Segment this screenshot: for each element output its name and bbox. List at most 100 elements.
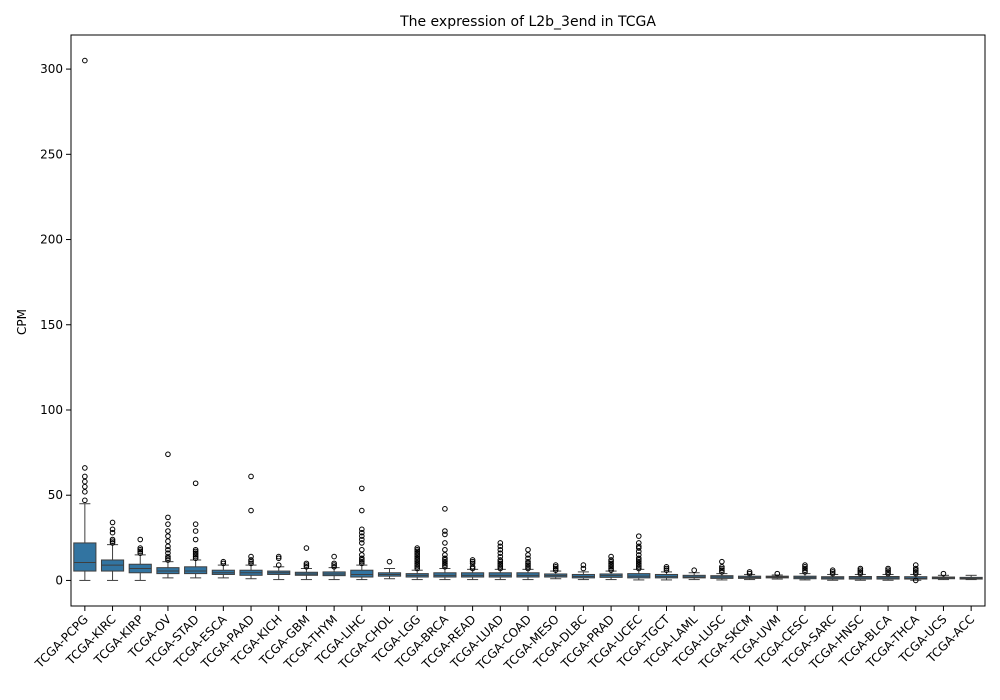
box-group <box>765 570 789 580</box>
outlier-point <box>719 558 725 565</box>
outlier-point <box>885 565 891 572</box>
outlier-point <box>137 536 144 543</box>
box-group <box>737 569 762 581</box>
box-group <box>959 574 983 581</box>
outlier-point <box>635 548 642 555</box>
outlier-point <box>469 563 476 570</box>
y-axis-label: CPM <box>15 309 29 335</box>
outlier-point <box>580 565 587 572</box>
outlier-point <box>248 558 254 565</box>
outlier-point <box>82 489 88 495</box>
outlier-point <box>303 562 310 568</box>
outlier-point <box>497 562 504 568</box>
outlier-point <box>359 485 365 492</box>
outlier-point <box>414 562 421 568</box>
outlier-point <box>192 546 199 553</box>
outlier-point <box>192 521 199 527</box>
outlier-point <box>248 560 254 567</box>
outlier-point <box>497 558 504 565</box>
box-group <box>405 545 429 581</box>
outlier-point <box>525 555 531 562</box>
outlier-point <box>497 553 504 560</box>
outlier-point <box>525 563 531 570</box>
outlier-point <box>442 552 448 558</box>
outlier-point <box>192 550 199 556</box>
outlier-point <box>525 552 531 558</box>
outlier-point <box>497 565 504 572</box>
outlier-point <box>525 560 531 567</box>
outlier-point <box>525 558 531 565</box>
outlier-point <box>165 521 171 527</box>
outlier-point <box>331 553 337 560</box>
outlier-point <box>414 553 421 560</box>
box-group <box>627 533 651 581</box>
outlier-point <box>359 533 365 539</box>
box-group <box>488 540 512 581</box>
outlier-point <box>497 560 504 567</box>
outlier-point <box>109 526 116 533</box>
outlier-point <box>857 569 864 575</box>
outlier-point <box>165 553 171 560</box>
outlier-point <box>331 562 337 568</box>
outlier-point <box>635 533 642 539</box>
box-group <box>793 562 817 581</box>
outlier-point <box>442 540 448 546</box>
outlier-point <box>552 562 559 568</box>
outlier-point <box>635 543 642 550</box>
box-group <box>322 553 346 581</box>
outlier-point <box>442 560 448 567</box>
plot-frame <box>70 34 986 607</box>
box <box>73 542 97 572</box>
outlier-point <box>885 567 891 574</box>
outlier-point <box>912 569 919 575</box>
outlier-point <box>469 560 476 567</box>
outlier-point <box>275 553 282 560</box>
outlier-point <box>802 569 808 575</box>
outlier-point <box>857 565 864 572</box>
outlier-point <box>82 57 88 64</box>
box-group <box>267 553 291 581</box>
outlier-point <box>331 563 337 570</box>
outlier-point <box>774 570 781 577</box>
outlier-point <box>608 557 614 563</box>
outlier-point <box>359 558 365 565</box>
outlier-point <box>165 451 171 458</box>
outlier-point <box>442 555 448 562</box>
outlier-point <box>663 565 670 572</box>
outlier-point <box>165 514 171 521</box>
box <box>184 566 208 575</box>
box-group <box>876 565 900 581</box>
outlier-point <box>359 557 365 563</box>
outlier-point <box>165 555 171 562</box>
outlier-point <box>109 538 116 545</box>
outlier-point <box>192 528 199 534</box>
outlier-point <box>635 545 642 551</box>
outlier-point <box>829 567 836 574</box>
outlier-point <box>912 567 919 574</box>
outlier-point <box>912 562 919 568</box>
outlier-point <box>303 563 310 570</box>
outlier-point <box>414 548 421 555</box>
outlier-point <box>165 528 171 534</box>
outlier-point <box>857 567 864 574</box>
y-tick-label: 50 <box>48 488 63 502</box>
outlier-point <box>497 540 504 546</box>
outlier-point <box>137 550 144 556</box>
outlier-point <box>359 507 365 514</box>
outlier-point <box>331 560 337 567</box>
y-tick-label: 100 <box>40 403 63 417</box>
outlier-point <box>497 546 504 553</box>
box-group <box>156 451 180 579</box>
outlier-point <box>414 558 421 565</box>
outlier-point <box>414 545 421 551</box>
outlier-point <box>192 548 199 555</box>
outlier-point <box>192 480 199 487</box>
outlier-point <box>608 567 614 574</box>
outlier-point <box>359 546 365 553</box>
outlier-point <box>220 558 227 565</box>
outlier-point <box>635 540 642 546</box>
box-group <box>350 485 374 581</box>
box-group <box>848 565 872 581</box>
